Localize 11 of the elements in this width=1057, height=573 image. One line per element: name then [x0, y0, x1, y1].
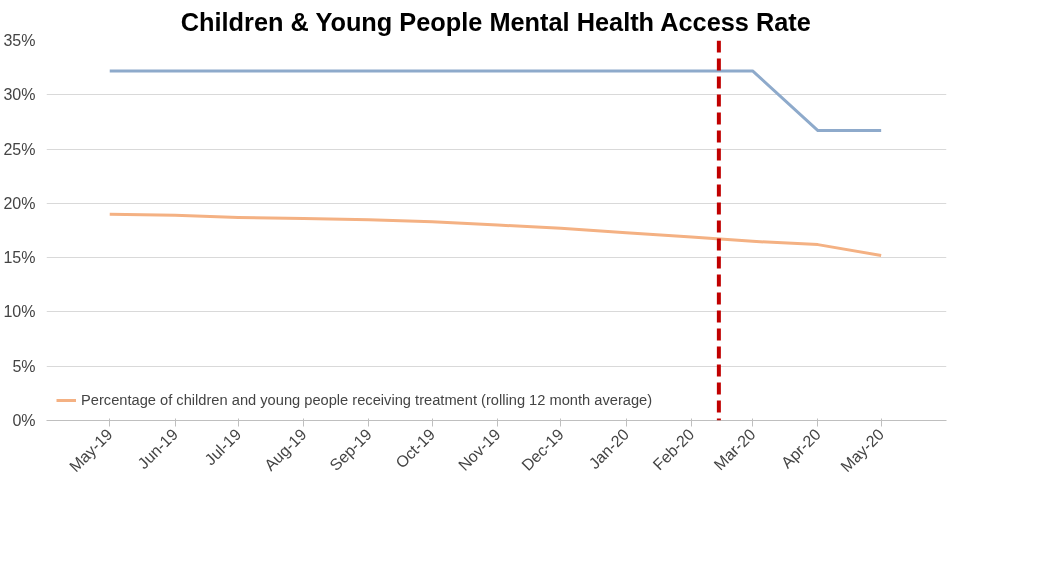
legend-label: Percentage of children and young people receiving treatment (rolling 12 month average) — [81, 392, 653, 408]
y-tick-label: 30% — [3, 86, 36, 104]
y-tick-label: 35% — [3, 32, 36, 49]
y-tick-label: 15% — [3, 249, 36, 267]
y-tick-label: 10% — [3, 303, 36, 321]
chart-title: Children & Young People Mental Health Access Rate — [180, 7, 811, 36]
y-tick-label: 25% — [3, 140, 36, 158]
y-tick-label: 5% — [12, 357, 36, 375]
y-tick-label: 0% — [12, 412, 36, 429]
y-tick-label: 20% — [3, 194, 36, 212]
line-series — [108, 212, 883, 257]
